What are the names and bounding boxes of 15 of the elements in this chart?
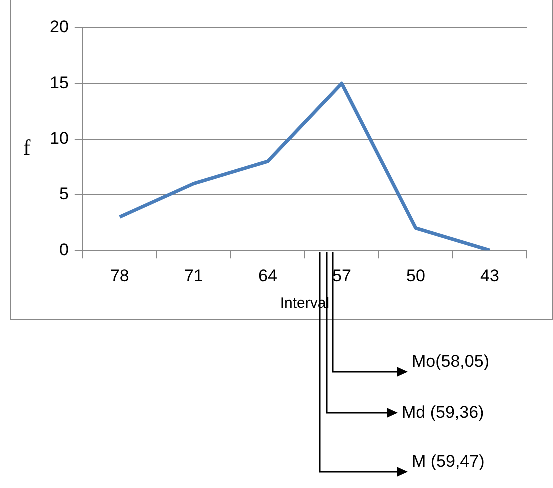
x-tick-label: 43	[480, 266, 500, 286]
y-tick-label: 10	[50, 128, 69, 148]
y-tick-label: 20	[50, 18, 69, 37]
x-tick-label: 71	[184, 266, 204, 286]
y-axis-title: f	[23, 135, 32, 160]
x-tick-label: 78	[110, 266, 130, 286]
y-tick-label: 5	[59, 184, 69, 204]
text: Mo(58,05)	[412, 352, 490, 372]
x-tick-label: 57	[332, 266, 352, 286]
text: Md (59,36)	[402, 403, 484, 423]
y-tick-label: 0	[59, 240, 69, 260]
x-tick-label: 50	[406, 266, 426, 286]
x-tick-label: 64	[258, 266, 278, 286]
text: M (59,47)	[412, 452, 485, 472]
y-tick-label: 15	[50, 73, 69, 92]
